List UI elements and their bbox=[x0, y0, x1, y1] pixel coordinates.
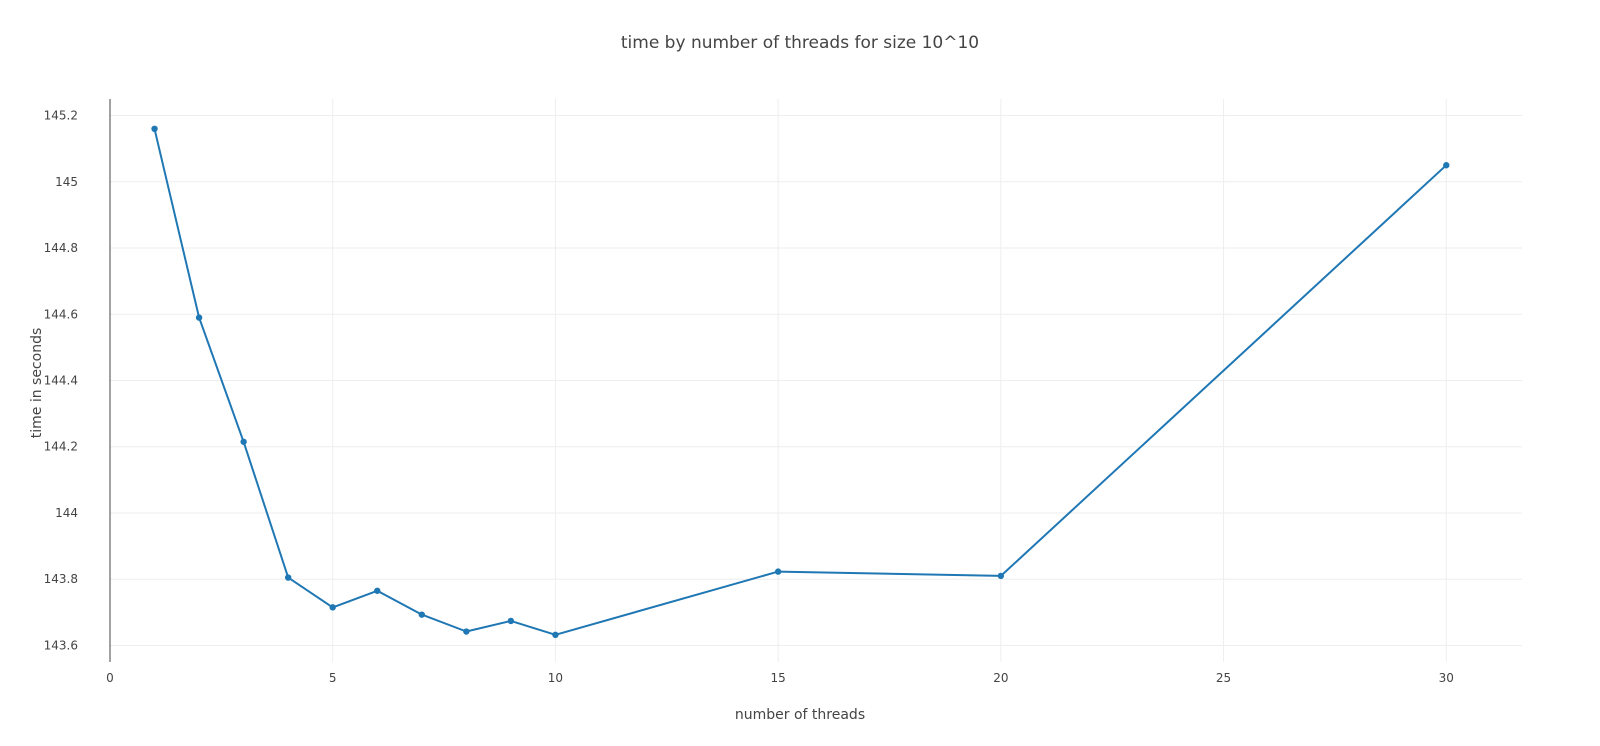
x-axis-title: number of threads bbox=[735, 707, 865, 723]
y-tick-label: 144.8 bbox=[44, 241, 78, 255]
y-tick-label: 144.2 bbox=[44, 440, 78, 454]
y-tick-label: 143.8 bbox=[44, 572, 78, 586]
data-point[interactable] bbox=[552, 631, 559, 639]
series-line bbox=[153, 128, 1447, 636]
x-tick-label: 5 bbox=[329, 671, 337, 685]
data-point[interactable] bbox=[463, 628, 470, 635]
chart-title: time by number of threads for size 10^10 bbox=[621, 33, 979, 53]
data-point[interactable] bbox=[374, 587, 381, 594]
tick-labels: 0 5 10 15 20 25 30 143.6 143.8 144 144.2 144.4 144.6… bbox=[44, 109, 1454, 685]
y-tick-label: 144.6 bbox=[44, 307, 78, 321]
y-axis-title: time in seconds bbox=[29, 328, 45, 439]
x-tick-label: 0 bbox=[106, 671, 114, 685]
x-tick-label: 25 bbox=[1216, 671, 1231, 685]
data-point[interactable] bbox=[1443, 162, 1450, 169]
data-point[interactable] bbox=[418, 611, 425, 618]
x-tick-label: 10 bbox=[548, 671, 563, 685]
y-tick-label: 145.2 bbox=[44, 109, 78, 123]
y-tick-label: 145 bbox=[55, 175, 78, 189]
data-point[interactable] bbox=[240, 438, 247, 445]
x-tick-label: 20 bbox=[993, 671, 1008, 685]
x-tick-label: 15 bbox=[770, 671, 785, 685]
series-layer bbox=[151, 125, 1450, 639]
data-point[interactable] bbox=[151, 125, 158, 133]
y-tick-label: 144 bbox=[55, 506, 78, 520]
gridlines bbox=[110, 99, 1522, 662]
data-point[interactable] bbox=[774, 568, 782, 575]
data-point[interactable] bbox=[997, 572, 1005, 580]
data-point[interactable] bbox=[284, 574, 292, 581]
y-tick-label: 143.6 bbox=[44, 638, 78, 652]
data-point[interactable] bbox=[329, 604, 336, 611]
data-point[interactable] bbox=[507, 617, 515, 625]
data-point[interactable] bbox=[195, 314, 203, 321]
y-tick-label: 144.4 bbox=[44, 374, 78, 388]
x-tick-label: 30 bbox=[1439, 671, 1454, 685]
